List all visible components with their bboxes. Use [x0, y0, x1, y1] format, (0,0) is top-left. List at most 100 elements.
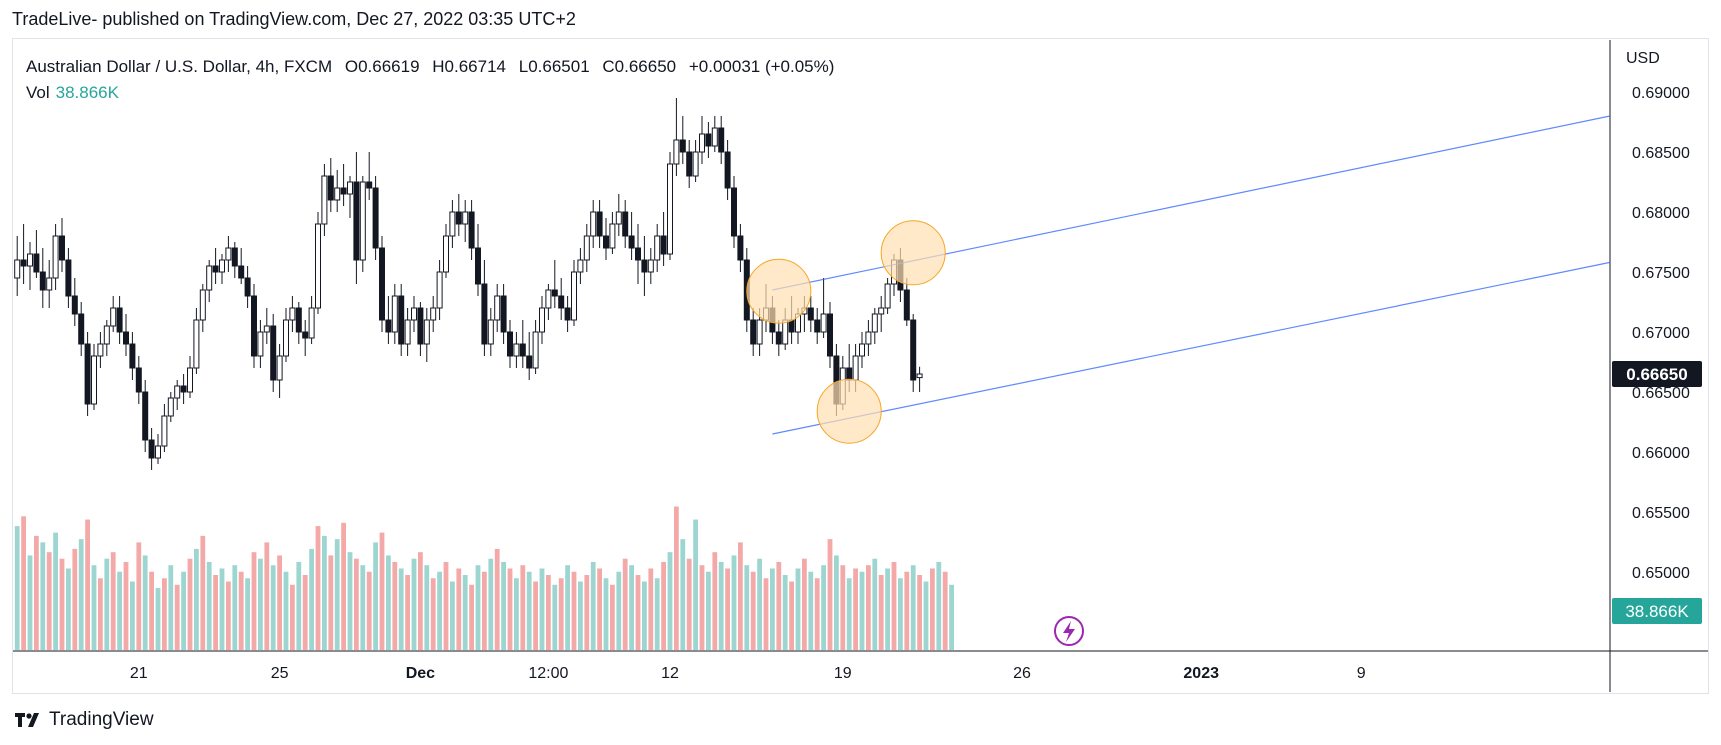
volume-bar	[226, 581, 231, 650]
y-tick-label: 0.67500	[1632, 265, 1690, 282]
y-tick-label: 0.68500	[1632, 145, 1690, 162]
volume-bar	[386, 555, 391, 650]
low-value: 0.66501	[528, 57, 590, 76]
highlight-circle[interactable]	[816, 378, 882, 444]
volume-bar	[277, 555, 282, 650]
candle-up	[193, 319, 200, 369]
ohlc-row: Australian Dollar / U.S. Dollar, 4h, FXC…	[26, 54, 834, 80]
candle-down	[379, 247, 385, 321]
volume-bar	[514, 578, 519, 650]
candle-down	[84, 343, 91, 405]
close-label: C	[602, 57, 615, 76]
volume-bar	[309, 548, 314, 650]
highlight-circle[interactable]	[880, 220, 946, 286]
volume-bar	[603, 578, 609, 650]
candle-up	[225, 247, 232, 261]
volume-bar	[827, 539, 833, 650]
volume-bar	[59, 558, 65, 650]
candle-down	[244, 277, 251, 297]
tradingview-logo-icon	[15, 713, 39, 727]
volume-bar	[251, 552, 257, 650]
high-value: 0.66714	[444, 57, 506, 76]
candle-up	[884, 283, 891, 309]
volume-bar	[130, 581, 135, 650]
candle-down	[302, 331, 309, 339]
candle-up	[545, 289, 552, 309]
volume-bar	[302, 575, 308, 650]
volume-bar	[642, 581, 647, 650]
x-tick-label: 26	[1013, 665, 1031, 682]
candle-down	[455, 211, 462, 225]
candle-down	[212, 265, 219, 273]
candle-up	[46, 277, 53, 291]
candle-up	[647, 259, 654, 273]
volume-bar	[776, 561, 782, 650]
candle-down	[129, 343, 136, 369]
highlight-circle[interactable]	[746, 258, 812, 324]
volume-bar	[430, 578, 436, 650]
candle-up	[199, 289, 206, 321]
candle-up	[865, 331, 872, 345]
volume-bar	[533, 581, 538, 650]
candle-down	[846, 367, 853, 381]
volume-bar	[155, 588, 161, 650]
candle-down	[807, 307, 814, 321]
volume-bar	[661, 561, 666, 650]
candle-down	[500, 295, 507, 333]
volume-bar	[539, 568, 545, 650]
volume-bar	[315, 526, 321, 650]
candle-up	[577, 259, 584, 273]
candle-up	[334, 187, 341, 201]
x-tick-label: 25	[271, 665, 289, 682]
candle-down	[731, 187, 737, 237]
candle-down	[270, 325, 277, 381]
x-tick-label: 12	[661, 665, 679, 682]
volume-bar	[712, 552, 718, 650]
volume-bar	[648, 568, 654, 650]
volume-bar	[142, 555, 148, 650]
candle-up	[692, 151, 699, 177]
candle-down	[468, 211, 475, 249]
volume-bar	[610, 584, 615, 650]
volume-bar	[802, 558, 807, 650]
channel-lower-line[interactable]	[772, 261, 1611, 435]
candle-up	[404, 319, 411, 345]
last-price-badge	[1612, 361, 1702, 387]
candle-up	[263, 325, 270, 333]
candle-up	[155, 445, 161, 459]
volume-bar	[507, 568, 513, 650]
candle-up	[174, 385, 181, 399]
candle-up	[673, 139, 680, 165]
candle-down	[65, 259, 72, 297]
candle-down	[603, 235, 609, 249]
candle-up	[27, 253, 33, 267]
candle-up	[167, 397, 174, 417]
volume-bar	[373, 542, 378, 650]
change-value: +0.00031 (+0.05%)	[688, 57, 835, 76]
volume-bar	[456, 568, 462, 650]
volume-bar	[859, 571, 865, 650]
candle-up	[103, 325, 110, 345]
volume-bar	[808, 571, 814, 650]
volume-bar	[46, 552, 52, 650]
footer-brand[interactable]: TradingView	[15, 709, 154, 731]
candle-down	[417, 307, 424, 345]
volume-bar	[782, 575, 788, 650]
candle-down	[705, 133, 712, 147]
candle-up	[852, 355, 859, 381]
volume-bar	[795, 568, 801, 650]
candle-up	[494, 295, 501, 321]
candle-down	[251, 295, 257, 357]
candle-up	[430, 307, 437, 321]
volume-bar	[546, 575, 551, 650]
candle-up	[443, 235, 449, 273]
currency-label[interactable]: USD	[1626, 50, 1660, 67]
candle-down	[116, 307, 123, 333]
y-tick-label: 0.69000	[1632, 85, 1690, 102]
volume-bar	[629, 565, 634, 650]
volume-bar	[232, 565, 238, 650]
candle-down	[372, 187, 379, 249]
symbol-description[interactable]: Australian Dollar / U.S. Dollar, 4h, FXC…	[26, 57, 333, 76]
candle-up	[359, 181, 366, 261]
